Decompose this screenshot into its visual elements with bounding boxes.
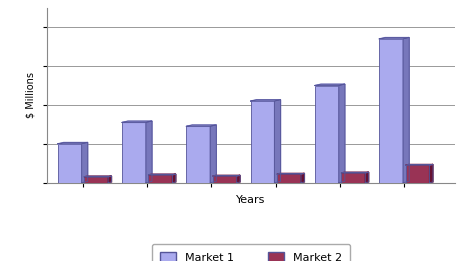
Legend: Market 1, Market 2: Market 1, Market 2 <box>152 244 350 261</box>
Polygon shape <box>250 100 280 101</box>
Bar <box>406 165 430 183</box>
X-axis label: Years: Years <box>236 194 265 205</box>
Y-axis label: $ Millions: $ Millions <box>25 72 35 118</box>
Bar <box>250 101 274 183</box>
Polygon shape <box>406 164 433 165</box>
Polygon shape <box>277 173 304 174</box>
Polygon shape <box>274 100 280 183</box>
Bar <box>212 176 237 183</box>
Bar <box>148 175 173 183</box>
Polygon shape <box>148 174 176 175</box>
Polygon shape <box>108 176 112 183</box>
Polygon shape <box>146 121 152 183</box>
Bar <box>122 122 146 183</box>
Polygon shape <box>365 172 369 183</box>
Bar <box>84 177 108 183</box>
Polygon shape <box>403 38 409 183</box>
Bar <box>341 173 365 183</box>
Polygon shape <box>173 174 176 183</box>
Polygon shape <box>122 121 152 122</box>
Polygon shape <box>237 175 240 183</box>
Polygon shape <box>84 176 112 177</box>
Polygon shape <box>315 84 345 86</box>
Polygon shape <box>341 172 369 173</box>
Bar <box>379 39 403 183</box>
Polygon shape <box>301 173 304 183</box>
Bar <box>58 144 82 183</box>
Bar <box>315 86 339 183</box>
Polygon shape <box>210 125 216 183</box>
Polygon shape <box>186 125 216 126</box>
Polygon shape <box>430 164 433 183</box>
Polygon shape <box>339 84 345 183</box>
Polygon shape <box>58 143 88 144</box>
Polygon shape <box>379 38 409 39</box>
Polygon shape <box>212 175 240 176</box>
Polygon shape <box>82 143 88 183</box>
Bar <box>186 126 210 183</box>
Bar <box>277 174 301 183</box>
